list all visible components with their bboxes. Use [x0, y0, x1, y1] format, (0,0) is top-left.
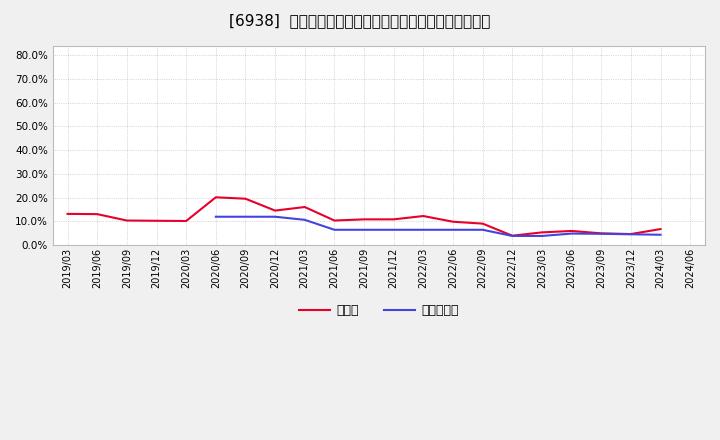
有利子負債: [360, 227, 369, 232]
現預金: [626, 231, 635, 237]
現預金: [360, 217, 369, 222]
有利子負債: [508, 233, 517, 238]
Line: 有利子負債: 有利子負債: [216, 217, 660, 236]
現預金: [271, 208, 279, 213]
有利子負債: [626, 231, 635, 237]
現預金: [538, 230, 546, 235]
現預金: [419, 213, 428, 219]
有利子負債: [271, 214, 279, 220]
現預金: [212, 194, 220, 200]
有利子負債: [390, 227, 398, 232]
現預金: [656, 227, 665, 232]
有利子負債: [538, 233, 546, 238]
有利子負債: [656, 232, 665, 238]
現預金: [449, 219, 457, 224]
現預金: [508, 233, 517, 238]
有利子負債: [241, 214, 250, 220]
現預金: [330, 218, 338, 223]
Text: [6938]  現預金、有利子負債の総資産に対する比率の推移: [6938] 現預金、有利子負債の総資産に対する比率の推移: [229, 13, 491, 28]
現預金: [152, 218, 161, 224]
現預金: [122, 218, 131, 223]
有利子負債: [449, 227, 457, 232]
現預金: [63, 211, 72, 216]
有利子負債: [567, 231, 576, 236]
現預金: [93, 212, 102, 217]
有利子負債: [478, 227, 487, 232]
現預金: [182, 218, 191, 224]
現預金: [300, 204, 309, 209]
有利子負債: [300, 217, 309, 223]
現預金: [241, 196, 250, 202]
現預金: [567, 228, 576, 234]
Legend: 現預金, 有利子負債: 現預金, 有利子負債: [294, 299, 464, 323]
Line: 現預金: 現預金: [68, 197, 660, 236]
現預金: [390, 217, 398, 222]
現預金: [597, 231, 606, 236]
現預金: [478, 221, 487, 226]
有利子負債: [330, 227, 338, 232]
有利子負債: [419, 227, 428, 232]
有利子負債: [597, 231, 606, 236]
有利子負債: [212, 214, 220, 220]
